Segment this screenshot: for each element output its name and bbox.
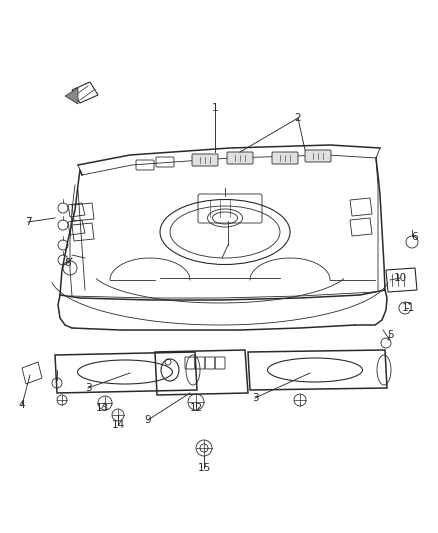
FancyBboxPatch shape	[227, 152, 253, 164]
Text: 3: 3	[85, 383, 91, 393]
Text: 12: 12	[189, 403, 203, 413]
Text: 7: 7	[25, 217, 31, 227]
Text: 5: 5	[387, 330, 393, 340]
Text: 4: 4	[19, 400, 25, 410]
FancyBboxPatch shape	[305, 150, 331, 162]
Text: 6: 6	[412, 232, 418, 242]
Text: 10: 10	[393, 273, 406, 283]
FancyBboxPatch shape	[192, 154, 218, 166]
Text: 1: 1	[212, 103, 218, 113]
Text: 11: 11	[401, 303, 415, 313]
FancyBboxPatch shape	[272, 152, 298, 164]
Polygon shape	[65, 88, 78, 104]
Text: 14: 14	[111, 420, 125, 430]
Text: 15: 15	[198, 463, 211, 473]
Text: 8: 8	[65, 258, 71, 268]
Text: 9: 9	[145, 415, 151, 425]
Text: 3: 3	[252, 393, 258, 403]
Text: 2: 2	[295, 113, 301, 123]
Text: 13: 13	[95, 403, 109, 413]
